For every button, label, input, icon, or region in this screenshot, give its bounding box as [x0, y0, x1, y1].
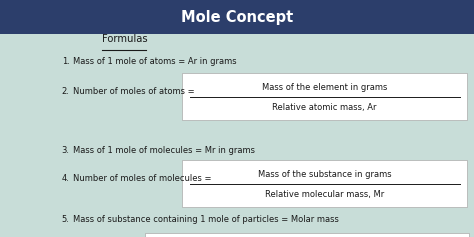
Text: Formulas: Formulas [102, 34, 147, 44]
Text: Mole Concept: Mole Concept [181, 10, 293, 25]
Text: Relative atomic mass, Ar: Relative atomic mass, Ar [273, 103, 377, 112]
Text: Mass of the substance in grams: Mass of the substance in grams [258, 170, 392, 179]
Text: Number of moles of molecules =: Number of moles of molecules = [73, 174, 212, 183]
Text: 1.: 1. [62, 57, 70, 66]
FancyBboxPatch shape [0, 0, 474, 34]
Text: Relative molecular mass, Mr: Relative molecular mass, Mr [265, 190, 384, 199]
FancyBboxPatch shape [182, 73, 467, 120]
Text: 3.: 3. [62, 146, 70, 155]
Text: 4.: 4. [62, 174, 70, 183]
Text: 5.: 5. [62, 215, 70, 224]
Text: Mass of 1 mole of molecules = Mr in grams: Mass of 1 mole of molecules = Mr in gram… [73, 146, 255, 155]
FancyBboxPatch shape [182, 160, 467, 207]
Text: Mass of the element in grams: Mass of the element in grams [262, 83, 387, 92]
Text: Number of moles of atoms =: Number of moles of atoms = [73, 87, 195, 96]
Text: 2.: 2. [62, 87, 70, 96]
FancyBboxPatch shape [145, 233, 469, 237]
Text: Mass of substance containing 1 mole of particles = Molar mass: Mass of substance containing 1 mole of p… [73, 215, 339, 224]
Text: Mass of 1 mole of atoms = Ar in grams: Mass of 1 mole of atoms = Ar in grams [73, 57, 237, 66]
